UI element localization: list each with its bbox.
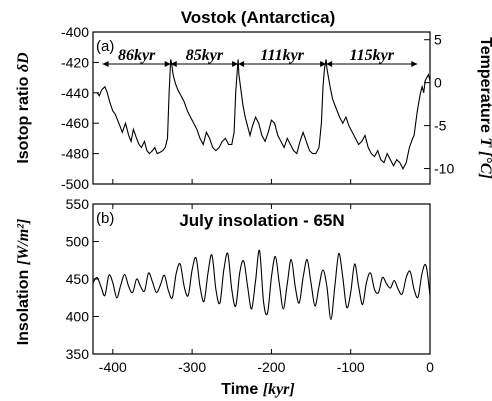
cycle-arrowhead-right [320,61,327,67]
panel-b-x-tick-label: -200 [257,359,285,375]
panel-b-x-tick-label: 0 [426,359,434,375]
panel-a-y2-tick-label: 0 [434,75,442,91]
cycle-arrowhead-right [164,61,171,67]
panel-a-y2-axis: -10 -5 0 5 [424,32,454,177]
panel-b-y-axis: 350 400 450 500 550 [66,196,99,362]
panel-a-frame [92,31,431,185]
insolation-series-line [92,249,431,321]
panel-a-y-axis-label: Isotop ratio δD [15,52,32,164]
panel-b-y-tick-label: 400 [66,309,90,325]
cycle-label: 85kyr [186,47,224,64]
panel-a-y-tick-label: -400 [61,24,89,40]
cycle-label: 115kyr [349,47,394,64]
panel-b-y-tick-label: 500 [66,234,90,250]
panel-b-x-tick-label: -400 [99,359,127,375]
panel-b-x-axis-label: Time [kyr] [221,381,294,398]
panel-b-label: (b) [96,210,114,227]
isotope-ratio-series-line [96,59,431,170]
panel-b-title: July insolation - 65N [179,211,344,230]
panel-b-y-tick-label: 550 [66,196,90,212]
cycle-annotations: 86kyr 85kyr 111kyr 115kyr [102,47,418,67]
panel-b-y-tick-label: 350 [66,346,90,362]
cycle-arrowhead-right [232,61,239,67]
panel-b-y-tick-label: 450 [66,271,90,287]
cycle-arrowhead-left [102,61,109,67]
panel-b-y-axis-label: Insolation [W/m²] [15,219,32,346]
cycle-label: 111kyr [260,47,304,64]
cycle-arrowhead-right [411,61,418,67]
panel-a-title: Vostok (Antarctica) [181,8,336,27]
panel-a-y-tick-label: -460 [61,115,89,131]
panel-a-y-tick-label: -480 [61,146,89,162]
panel-a-y-tick-label: -420 [61,54,89,70]
panel-a-y-tick-label: -500 [61,176,89,192]
panel-a-y2-axis-label: Temperature T [°C] [477,37,492,179]
panel-a-label: (a) [96,38,114,55]
cycle-arrowhead-left [238,61,245,67]
panel-a-y2-tick-label: -5 [434,118,447,134]
panel-b-x-tick-label: -100 [337,359,365,375]
panel-b-x-axis: -400 -300 -200 -100 0 [99,204,434,375]
panel-a-y-tick-label: -440 [61,85,89,101]
panel-a-y2-tick-label: 5 [434,32,442,48]
cycle-label: 86kyr [118,47,156,64]
panel-a-y-axis: -500 -480 -460 -440 -420 -400 [61,24,431,192]
panel-a-y2-tick-label: -10 [434,161,454,177]
cycle-arrowhead-left [170,61,177,67]
panel-b-x-tick-label: -300 [178,359,206,375]
cycle-arrowhead-left [326,61,333,67]
